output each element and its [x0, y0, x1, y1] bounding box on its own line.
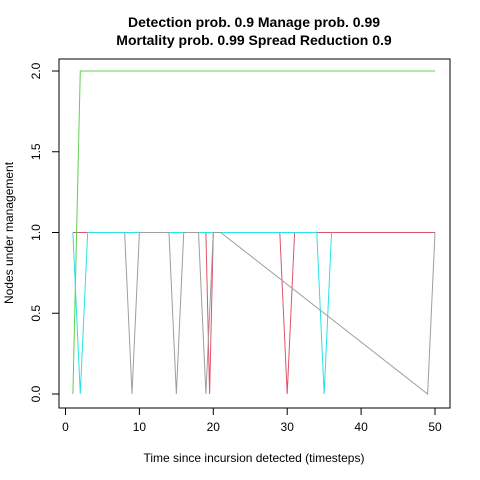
x-tick-label-3: 30	[281, 420, 295, 434]
y-tick-label-1: 0.5	[29, 305, 43, 322]
x-axis-label: Time since incursion detected (timesteps…	[144, 451, 365, 465]
series-layer	[72, 70, 436, 395]
x-tick-label-4: 40	[354, 420, 368, 434]
x-tick-label-0: 0	[62, 420, 69, 434]
series-line-5	[124, 232, 436, 395]
chart-title-line2: Mortality prob. 0.99 Spread Reduction 0.…	[116, 32, 392, 48]
x-axis: 0 10 20 30 40 50	[62, 407, 442, 434]
y-axis: 0.0 0.5 1.0 1.5 2.0	[29, 62, 60, 402]
y-tick-label-4: 2.0	[29, 62, 43, 79]
x-tick-label-2: 20	[207, 420, 221, 434]
y-tick-label-0: 0.0	[29, 385, 43, 402]
series-line-2	[72, 232, 435, 395]
x-tick-label-5: 50	[428, 420, 442, 434]
x-tick-label-1: 10	[133, 420, 147, 434]
series-line-4	[72, 232, 333, 395]
y-axis-label: Nodes under management	[2, 161, 16, 304]
plot-frame	[58, 58, 451, 409]
chart-title-line1: Detection prob. 0.9 Manage prob. 0.99	[128, 14, 380, 30]
y-tick-label-3: 1.5	[29, 143, 43, 160]
y-tick-label-2: 1.0	[29, 224, 43, 241]
